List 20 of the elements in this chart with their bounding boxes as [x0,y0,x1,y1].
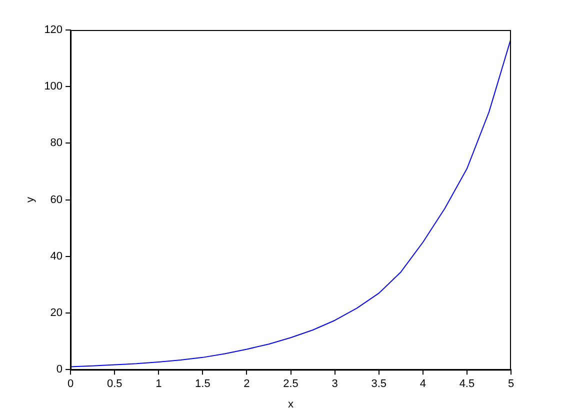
y-tick-label: 80 [50,137,63,150]
y-tick-label: 60 [50,194,63,206]
y-tick-label: 20 [50,307,63,320]
x-tick-label: 0.5 [106,378,122,390]
x-tick-label: 3 [332,378,338,390]
y-tick-label: 0 [56,364,63,376]
y-axis-title: y [24,196,37,203]
y-tick-label: 100 [44,80,63,93]
y-tick-label: 40 [50,250,63,262]
x-tick-label: 2.5 [283,378,298,390]
x-tick-label: 1 [156,378,162,390]
x-tick-label: 0 [67,378,74,390]
x-tick-label: 4 [420,378,426,390]
x-tick-label: 3.5 [371,378,387,390]
x-tick-label: 2 [244,378,250,390]
y-tick-label: 120 [44,24,63,36]
x-tick-label: 1.5 [195,378,210,390]
x-tick-label: 5 [508,378,514,390]
x-axis-title: x [288,398,294,410]
x-tick-label: 4.5 [459,378,475,390]
